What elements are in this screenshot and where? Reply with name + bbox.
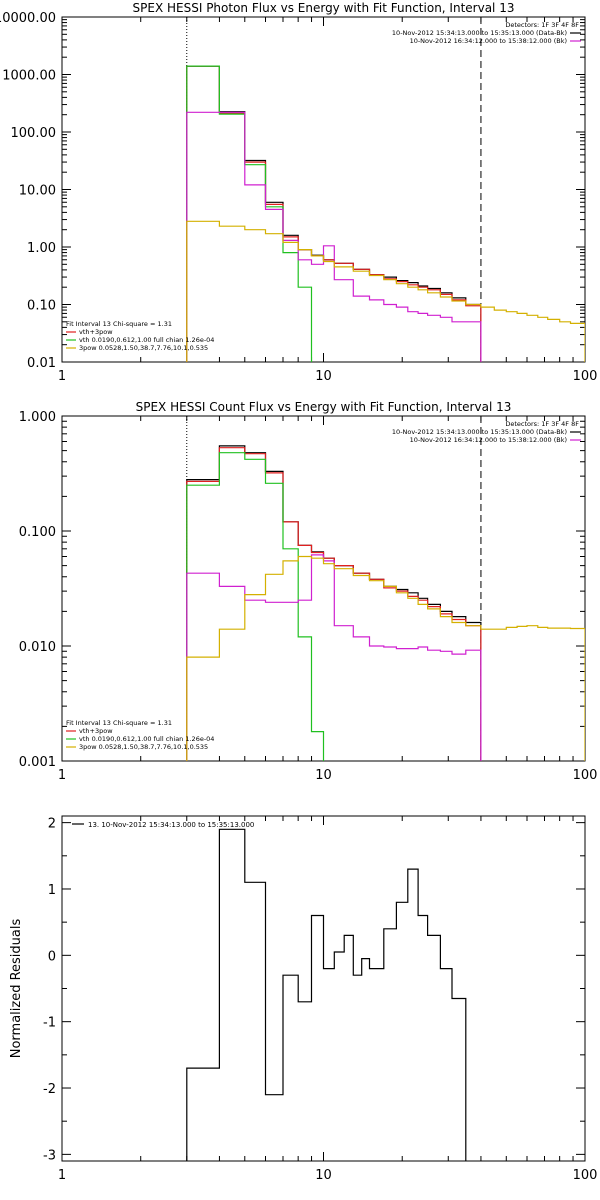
legend-label: vth+3pow xyxy=(79,727,113,735)
chart-title: SPEX HESSI Photon Flux vs Energy with Fi… xyxy=(133,1,515,15)
series-line-4 xyxy=(186,220,585,362)
legend-label: 13. 10-Nov-2012 15:34:13.000 to 15:35:13… xyxy=(88,821,254,829)
x-tick-label: 1 xyxy=(58,1168,66,1183)
series-line-2 xyxy=(186,65,313,362)
legend-label: Detectors: 1F 3F 4F 8F xyxy=(505,420,579,428)
series-line-3 xyxy=(186,111,482,362)
x-tick-label: 100 xyxy=(573,369,598,384)
y-axis-label: Normalized Residuals xyxy=(9,919,24,1059)
legend-label: Fit Interval 13 Chi-square = 1.31 xyxy=(66,719,172,727)
y-tick-label: 1.00 xyxy=(27,241,56,256)
series-group xyxy=(186,445,585,761)
y-tick-label: 1 xyxy=(48,883,56,898)
y-tick-label: 2 xyxy=(48,817,56,832)
y-tick-label: 0.010 xyxy=(19,640,56,655)
y-tick-label: -2 xyxy=(43,1082,56,1097)
y-tick-label: 0.001 xyxy=(19,755,56,770)
legend-label: 10-Nov-2012 16:34:12.000 to 15:38:12.000… xyxy=(410,436,567,444)
chart-title: SPEX HESSI Count Flux vs Energy with Fit… xyxy=(136,400,512,414)
series-line-0 xyxy=(186,65,482,362)
legend-label: vth 0.0190,0.612,1.00 full chian 1.26e-0… xyxy=(79,735,214,743)
legend-label: 3pow 0.0528,1.50,38.7,7.76,10.1,0.535 xyxy=(79,344,208,352)
x-tick-label: 10 xyxy=(315,768,332,783)
x-tick-label: 100 xyxy=(573,768,598,783)
series-line-3 xyxy=(186,554,482,761)
x-axis: 1 10 100 xyxy=(58,416,598,783)
panel-photon: SPEX HESSI Photon Flux vs Energy with Fi… xyxy=(0,1,597,384)
x-axis: 1 10 100 xyxy=(58,816,598,1183)
series-line-0 xyxy=(186,828,467,1161)
legend-label: 10-Nov-2012 16:34:12.000 to 15:38:12.000… xyxy=(410,37,567,45)
x-tick-label: 1 xyxy=(58,768,66,783)
panel-residuals: 1 10 100 -3 -2 -1 0 1 2 Normalized Residuals 13. 1… xyxy=(9,815,598,1183)
y-tick-label: 0.01 xyxy=(27,356,56,371)
series-line-4 xyxy=(186,555,585,761)
x-tick-label: 100 xyxy=(573,1168,598,1183)
plot-frame xyxy=(61,415,586,762)
legend-label: vth+3pow xyxy=(79,328,113,336)
y-tick-label: 0.100 xyxy=(19,525,56,540)
legend-label: 10-Nov-2012 15:34:13.000 to 15:35:13.000… xyxy=(392,428,567,436)
legend-top: 13. 10-Nov-2012 15:34:13.000 to 15:35:13… xyxy=(72,821,254,829)
y-tick-label: 10000.00 xyxy=(0,11,56,26)
y-tick-label: -3 xyxy=(43,1148,56,1163)
x-tick-label: 10 xyxy=(315,369,332,384)
series-group xyxy=(186,65,585,362)
plot-frame xyxy=(61,815,586,1162)
legend-label: vth 0.0190,0.612,1.00 full chian 1.26e-0… xyxy=(79,336,214,344)
y-tick-label: 0 xyxy=(48,949,56,964)
x-tick-label: 1 xyxy=(58,369,66,384)
y-axis: 0.01 0.10 1.00 10.00 100.00 1000.00 10000.00 xyxy=(0,11,585,371)
legend-label: Detectors: 1F 3F 4F 8F xyxy=(505,21,579,29)
panel-count: SPEX HESSI Count Flux vs Energy with Fit… xyxy=(19,400,598,783)
y-tick-label: 0.10 xyxy=(27,299,56,314)
y-tick-label: -1 xyxy=(43,1016,56,1031)
x-tick-label: 10 xyxy=(315,1168,332,1183)
x-axis: 1 10 100 xyxy=(58,17,598,384)
series-line-2 xyxy=(186,452,325,761)
y-axis: 0.001 0.010 0.100 1.000 xyxy=(19,410,585,770)
legend-bottom: Fit Interval 13 Chi-square = 1.31vth+3po… xyxy=(66,320,214,352)
y-tick-label: 10.00 xyxy=(19,184,56,199)
y-tick-label: 1.000 xyxy=(19,410,56,425)
y-tick-label: 100.00 xyxy=(11,126,57,141)
legend-label: 3pow 0.0528,1.50,38.7,7.76,10.1,0.535 xyxy=(79,743,208,751)
series-group xyxy=(186,828,467,1161)
legend-label: 10-Nov-2012 15:34:13.000 to 15:35:13.000… xyxy=(392,29,567,37)
y-axis: -3 -2 -1 0 1 2 xyxy=(43,817,585,1163)
y-tick-label: 1000.00 xyxy=(2,69,56,84)
legend-bottom: Fit Interval 13 Chi-square = 1.31vth+3po… xyxy=(66,719,214,751)
legend-label: Fit Interval 13 Chi-square = 1.31 xyxy=(66,320,172,328)
